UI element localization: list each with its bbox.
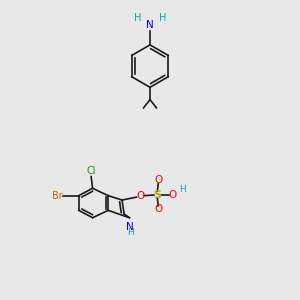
Text: N: N [126, 222, 134, 232]
Text: O: O [136, 191, 144, 201]
Text: H: H [159, 13, 166, 23]
Text: O: O [154, 205, 162, 214]
Text: O: O [169, 190, 177, 200]
Text: H: H [127, 228, 134, 237]
Text: H: H [179, 185, 185, 194]
Text: S: S [153, 190, 161, 200]
Text: N: N [146, 20, 154, 30]
Text: Cl: Cl [86, 166, 96, 176]
Text: Br: Br [52, 190, 63, 201]
Text: O: O [154, 175, 162, 185]
Text: H: H [134, 13, 141, 23]
